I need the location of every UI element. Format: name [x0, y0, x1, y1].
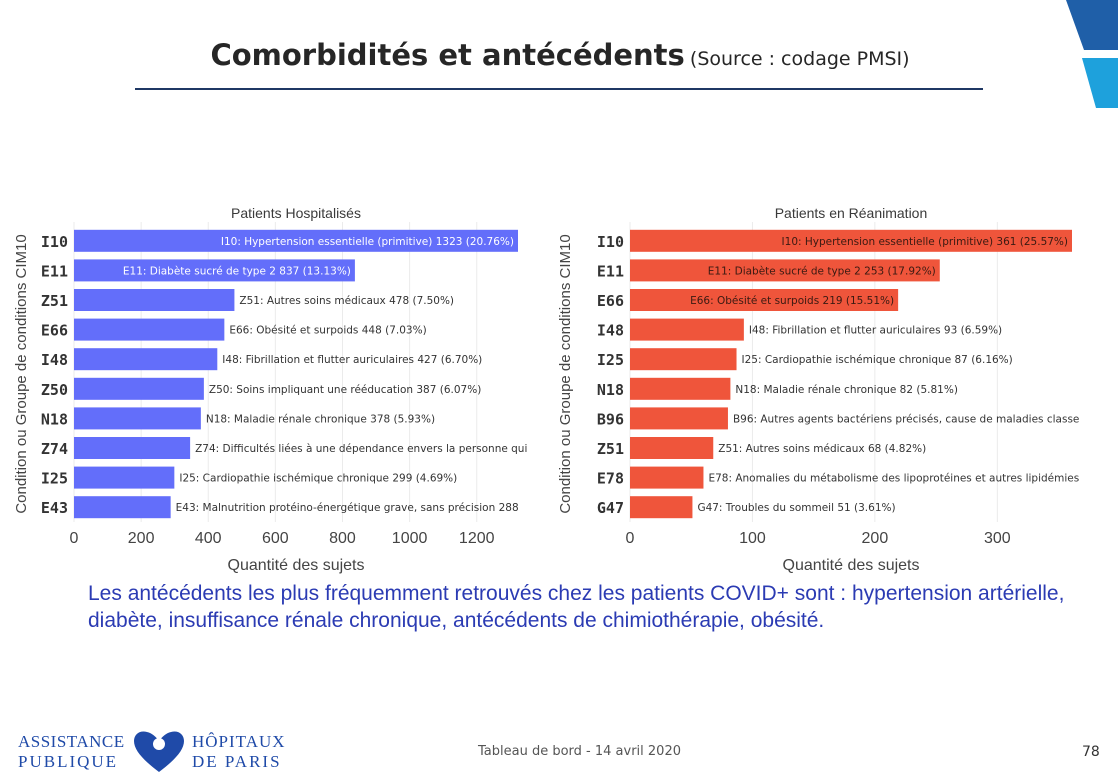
rea-bar-i48: [630, 318, 744, 341]
rea-bar-label: I48: Fibrillation et flutter auriculaire…: [749, 325, 1002, 337]
hosp-x-tick-label: 400: [195, 530, 222, 547]
rea-bar-label: N18: Maladie rénale chronique 82 (5.81%): [735, 384, 958, 396]
hosp-category-label: N18: [41, 410, 68, 428]
page-title: Comorbidités et antécédents (Source : co…: [140, 38, 980, 72]
rea-bar-i25: [630, 348, 737, 371]
rea-category-label: I10: [597, 233, 624, 251]
hosp-x-tick-label: 1200: [459, 530, 495, 547]
hosp-category-label: Z51: [41, 292, 68, 310]
rea-bar-label: E11: Diabète sucré de type 2 253 (17.92%…: [708, 265, 936, 277]
chart-hospitalises: Patients Hospitalisés 0 200 400 600 800 1000 12…: [10, 198, 535, 577]
hosp-category-label: Z74: [41, 440, 68, 458]
rea-category-label: E78: [597, 470, 624, 488]
hosp-bar-label: E66: Obésité et surpoids 448 (7.03%): [229, 325, 426, 337]
rea-x-tick-label: 200: [862, 530, 889, 547]
rea-category-label: B96: [597, 410, 624, 428]
rea-category-label: I48: [597, 322, 624, 340]
rea-bar-label: I25: Cardiopathie ischémique chronique 8…: [742, 354, 1013, 366]
title-main: Comorbidités et antécédents: [210, 38, 685, 72]
corner-decoration: [1066, 0, 1118, 108]
hosp-bar-z51: [74, 289, 235, 311]
rea-x-tick-label: 300: [984, 530, 1011, 547]
hosp-y-axis-title: Condition ou Groupe de conditions CIM10: [13, 234, 30, 513]
hosp-bar-label: Z51: Autres soins médicaux 478 (7.50%): [239, 295, 454, 307]
hosp-bar-i48: [74, 348, 218, 371]
rea-bar-e11: [630, 259, 940, 282]
hosp-bar-e43: [74, 496, 171, 519]
hosp-bar-z74: [74, 437, 191, 459]
title-source: (Source : codage PMSI): [689, 48, 910, 70]
summary-text: Les antécédents les plus fréquemment ret…: [88, 582, 1065, 632]
hosp-bar-n18: [74, 407, 201, 430]
hosp-category-label: I10: [41, 233, 68, 251]
rea-category-label: G47: [597, 499, 624, 517]
rea-bar-e66: [630, 289, 899, 311]
rea-bar-label: B96: Autres agents bactériens précisés, …: [733, 413, 1079, 425]
rea-bar-label: E78: Anomalies du métabolisme des lipopr…: [708, 473, 1079, 485]
logo-text-de-paris: DE PARIS: [192, 752, 282, 771]
rea-bar-label: E66: Obésité et surpoids 219 (15.51%): [690, 295, 894, 307]
rea-bar-g47: [630, 496, 693, 519]
hosp-bar-label: E43: Malnutrition protéino-énergétique g…: [176, 502, 519, 514]
hosp-bar-i10: [74, 229, 518, 252]
hosp-x-axis-title: Quantité des sujets: [228, 557, 365, 574]
logo-text-assistance: ASSISTANCE: [18, 732, 125, 751]
hosp-bar-label: N18: Maladie rénale chronique 378 (5.93%…: [206, 413, 435, 425]
page-number: 78: [1082, 744, 1100, 760]
hosp-bar-z50: [74, 377, 204, 400]
rea-x-tick-label: 100: [739, 530, 766, 547]
hosp-bar-label: I10: Hypertension essentielle (primitive…: [221, 236, 514, 248]
hosp-x-tick-label: 1000: [392, 530, 428, 547]
rea-chart-title: Patients en Réanimation: [775, 205, 928, 221]
logo-heart-icon: [134, 731, 184, 772]
rea-bar-label: I10: Hypertension essentielle (primitive…: [782, 236, 1068, 248]
rea-x-axis-title: Quantité des sujets: [783, 557, 920, 574]
chart-hospitalises-svg: Patients Hospitalisés 0 200 400 600 800 1000 12…: [13, 205, 537, 574]
rea-category-label: I25: [597, 351, 624, 369]
hosp-bar-label: I48: Fibrillation et flutter auriculaire…: [222, 354, 482, 366]
corner-shape-dark: [1066, 0, 1118, 50]
hosp-x-tick-label: 0: [70, 530, 79, 547]
rea-bar-b96: [630, 407, 728, 430]
hosp-bar-i25: [74, 466, 175, 489]
rea-category-label: E66: [597, 292, 624, 310]
rea-bar-n18: [630, 377, 731, 400]
hosp-bar-label: Z50: Soins impliquant une rééducation 38…: [209, 384, 481, 396]
hosp-x-tick-label: 600: [262, 530, 289, 547]
rea-bar-label: G47: Troubles du sommeil 51 (3.61%): [697, 502, 895, 514]
chart-reanimation-svg: Patients en Réanimation 0 100 200 300 I10 I10:…: [557, 205, 1079, 574]
rea-x-tick-label: 0: [626, 530, 635, 547]
hosp-bar-e66: [74, 318, 225, 341]
logo-text-publique: PUBLIQUE: [18, 752, 118, 771]
hosp-bar-label: Z74: Difficultés liées à une dépendance …: [195, 443, 537, 455]
rea-category-label: E11: [597, 262, 624, 280]
hosp-x-tick-label: 200: [128, 530, 155, 547]
hosp-category-label: E43: [41, 499, 68, 517]
rea-bar-i10: [630, 229, 1072, 252]
rea-bar-z51: [630, 437, 714, 459]
hosp-bar-label: E11: Diabète sucré de type 2 837 (13.13%…: [123, 265, 351, 277]
hosp-category-label: E11: [41, 262, 68, 280]
hosp-category-label: I25: [41, 470, 68, 488]
rea-y-axis-title: Condition ou Groupe de conditions CIM10: [557, 234, 574, 513]
corner-shape-light: [1082, 58, 1118, 108]
hosp-category-label: Z50: [41, 381, 68, 399]
hosp-category-label: I48: [41, 351, 68, 369]
title-underline: [135, 88, 983, 90]
hosp-chart-title: Patients Hospitalisés: [231, 205, 361, 221]
hosp-bar-e11: [74, 259, 355, 282]
rea-bar-e78: [630, 466, 704, 489]
rea-category-label: Z51: [597, 440, 624, 458]
rea-category-label: N18: [597, 381, 624, 399]
hosp-x-tick-label: 800: [329, 530, 356, 547]
logo-heart-highlight: [153, 738, 165, 750]
logo-text-hopitaux: HÔPITAUX: [192, 732, 286, 751]
hosp-bar-label: I25: Cardiopathie ischémique chronique 2…: [179, 473, 457, 485]
hosp-category-label: E66: [41, 322, 68, 340]
footer-date: Tableau de bord - 14 avril 2020: [478, 744, 681, 759]
chart-reanimation: Patients en Réanimation 0 100 200 300 I10 I10:…: [554, 198, 1089, 577]
rea-bar-label: Z51: Autres soins médicaux 68 (4.82%): [718, 443, 926, 455]
aphp-logo: ASSISTANCE PUBLIQUE HÔPITAUX DE PARIS: [18, 731, 286, 772]
